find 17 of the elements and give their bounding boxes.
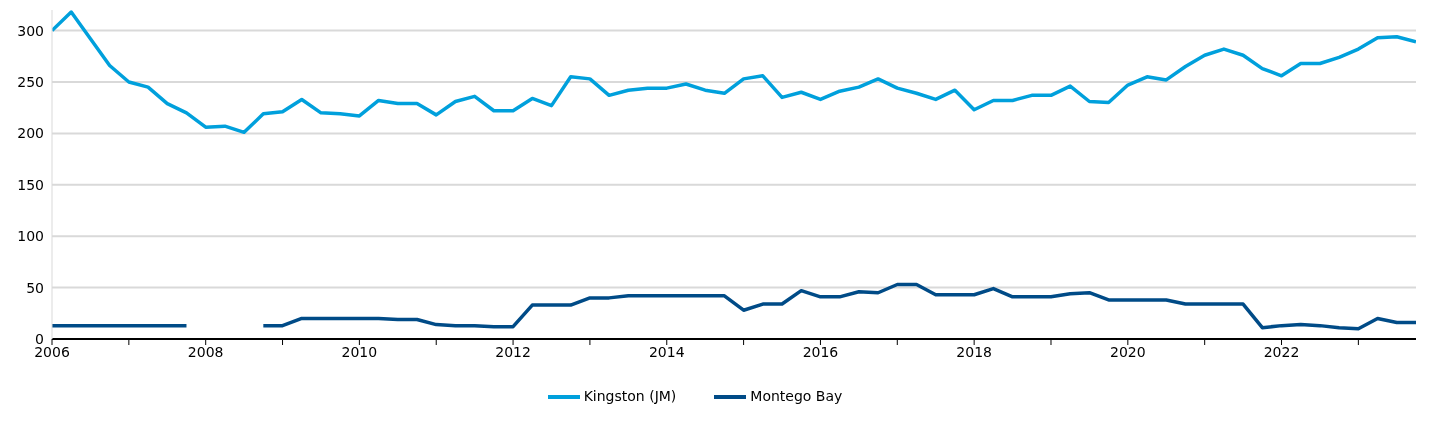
- x-tick-label: 2018: [956, 343, 992, 360]
- line-series: [52, 10, 1416, 135]
- x-tick-label: 2016: [802, 343, 839, 360]
- y-tick-label: 50: [26, 279, 44, 296]
- x-tick-label: 2012: [495, 343, 531, 360]
- x-tick-label: 2010: [341, 343, 378, 360]
- y-tick-label: 300: [17, 22, 44, 39]
- legend-label: Montego Bay: [750, 388, 843, 404]
- x-tick-label: 2020: [1110, 343, 1146, 360]
- y-tick-label: 200: [17, 125, 44, 142]
- y-tick-label: 100: [17, 228, 44, 245]
- x-tick-label: 2022: [1263, 343, 1300, 360]
- legend-label: Kingston (JM): [583, 388, 677, 404]
- x-tick-label: 2014: [648, 343, 685, 360]
- x-tick-label: 2008: [187, 343, 224, 360]
- y-tick-label: 250: [17, 73, 44, 90]
- y-tick-label: 150: [17, 176, 44, 193]
